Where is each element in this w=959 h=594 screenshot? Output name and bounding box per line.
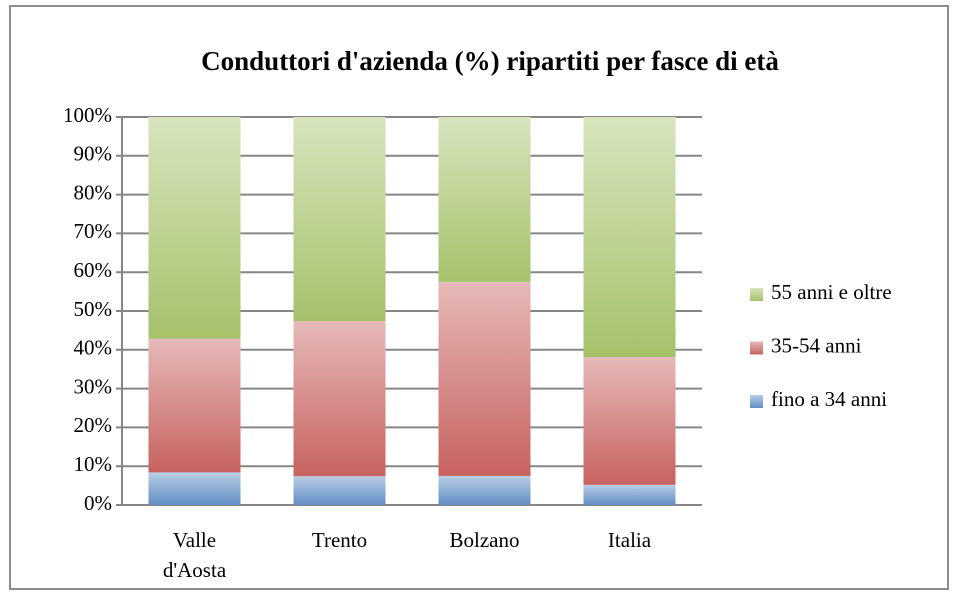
bar-segment <box>293 476 386 505</box>
y-tick-label: 70% <box>74 219 113 243</box>
y-tick-label: 40% <box>74 336 113 360</box>
y-tick-label: 10% <box>74 452 113 476</box>
y-tick-label: 30% <box>74 374 113 398</box>
legend-swatch <box>750 288 763 301</box>
bar-segment <box>583 357 676 485</box>
y-tick-label: 80% <box>74 180 113 204</box>
y-tick-label: 0% <box>84 491 112 515</box>
y-tick-label: 90% <box>74 142 113 166</box>
y-tick-label: 60% <box>74 258 113 282</box>
bar-segment <box>148 117 241 339</box>
bar-segment <box>438 281 531 476</box>
y-tick-label: 100% <box>63 103 112 127</box>
bar-segment <box>148 338 241 473</box>
legend-swatch <box>750 395 763 408</box>
legend-label: 35-54 anni <box>771 333 862 357</box>
x-tick-label: Valle d'Aosta <box>162 528 227 582</box>
x-tick-label: Italia <box>607 528 652 552</box>
x-tick-label: Bolzano <box>449 528 520 552</box>
legend-swatch <box>750 341 763 355</box>
bar-segment <box>293 117 386 322</box>
legend-label: 55 anni e oltre <box>771 280 892 304</box>
x-tick-label: Trento <box>311 528 368 552</box>
legend-label: fino a 34 anni <box>771 387 887 411</box>
bar-segment <box>583 117 676 358</box>
y-tick-label: 20% <box>74 413 113 437</box>
bar-segment <box>293 321 386 477</box>
y-tick-label: 50% <box>74 297 113 321</box>
bar-segment <box>438 117 531 282</box>
bar-segment <box>148 472 241 505</box>
chart-title: Conduttori d'azienda (%) ripartiti per f… <box>201 46 779 76</box>
bar-segment <box>438 475 531 505</box>
bar-segment <box>583 484 676 505</box>
